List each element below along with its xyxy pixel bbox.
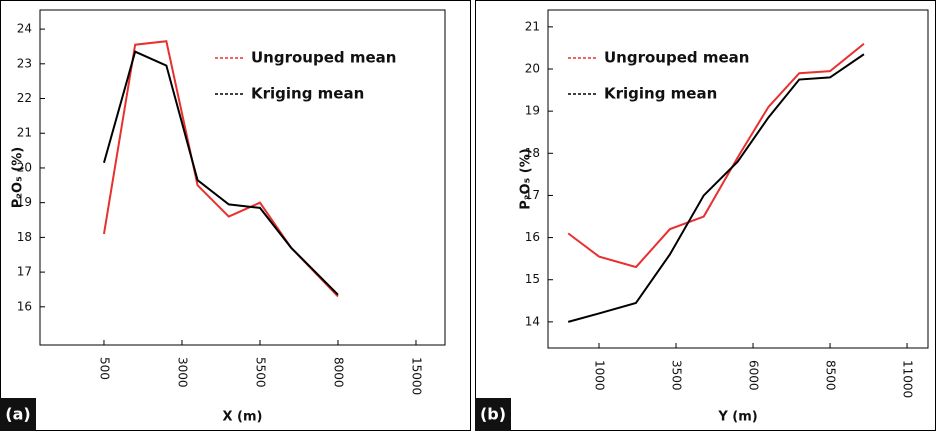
y-tick-label: 17 <box>17 265 32 279</box>
x-axis-label: X (m) <box>223 410 263 425</box>
legend-label: Ungrouped mean <box>604 49 749 67</box>
panel-tag: (a) <box>5 405 30 424</box>
panel-frame <box>0 0 471 431</box>
y-tick-label: 23 <box>17 56 32 70</box>
y-axis-label: P₂O₅ (%) <box>11 147 26 208</box>
x-tick-label: 3000 <box>175 357 189 388</box>
x-tick-label: 6000 <box>747 360 761 391</box>
y-tick-label: 16 <box>17 299 32 313</box>
y-axis-label: P₂O₅ (%) <box>519 148 534 209</box>
series-line <box>567 42 865 269</box>
x-tick-label: 5500 <box>253 357 267 388</box>
y-tick-label: 18 <box>525 146 540 160</box>
legend-label: Kriging mean <box>251 85 364 103</box>
y-tick-label: 21 <box>525 19 540 33</box>
y-tick-label: 24 <box>17 22 32 36</box>
x-tick-label: 8500 <box>824 360 838 391</box>
x-tick-label: 500 <box>97 357 111 380</box>
y-tick-label: 19 <box>17 195 32 209</box>
y-tick-label: 16 <box>525 230 540 244</box>
y-tick-label: 19 <box>525 104 540 118</box>
x-tick-label: 1000 <box>593 360 607 391</box>
y-tick-label: 21 <box>17 126 32 140</box>
y-tick-label: 17 <box>525 188 540 202</box>
legend-label: Ungrouped mean <box>251 49 396 67</box>
panel-tag: (b) <box>480 405 506 424</box>
plot-area <box>547 9 929 349</box>
y-tick-label: 20 <box>17 160 32 174</box>
legend-label: Kriging mean <box>604 85 717 103</box>
series-line <box>103 50 339 296</box>
y-tick-label: 14 <box>525 314 540 328</box>
x-axis-label: Y (m) <box>717 410 757 425</box>
panel-tag-bg <box>0 398 36 431</box>
y-tick-label: 20 <box>525 62 540 76</box>
panel-tag-bg <box>475 398 511 431</box>
series-line <box>567 53 865 323</box>
y-tick-label: 22 <box>17 91 32 105</box>
y-tick-label: 18 <box>17 230 32 244</box>
x-tick-label: 11000 <box>901 360 915 398</box>
plot-area <box>39 9 446 346</box>
x-tick-label: 8000 <box>331 357 345 388</box>
x-tick-label: 3500 <box>670 360 684 391</box>
x-tick-label: 15000 <box>409 357 423 395</box>
y-tick-label: 15 <box>525 272 540 286</box>
